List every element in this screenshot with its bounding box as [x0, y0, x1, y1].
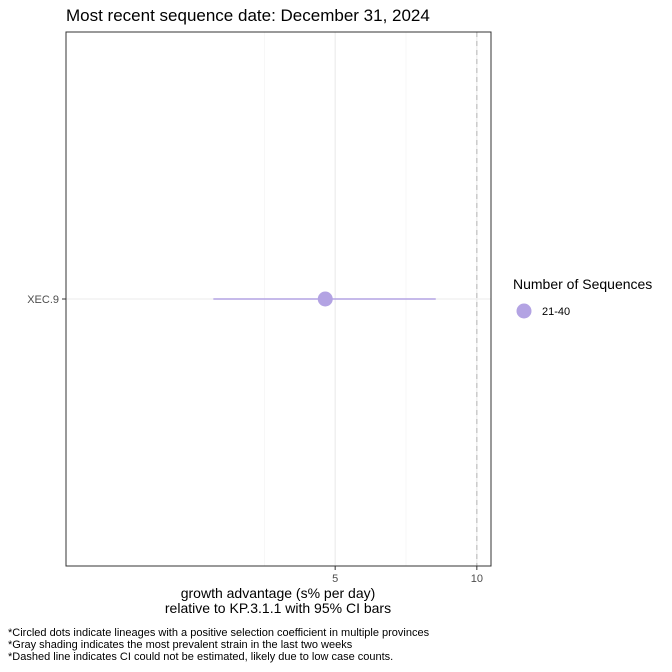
x-tick-label: 5: [332, 573, 338, 585]
point-estimate: [317, 291, 333, 307]
chart-title: Most recent sequence date: December 31, …: [66, 6, 430, 25]
data-marks: [213, 32, 478, 566]
legend-key: [516, 303, 532, 319]
footnote-1: *Circled dots indicate lineages with a p…: [8, 627, 430, 639]
axes: 5 10 XEC.9: [27, 294, 483, 585]
y-tick-label: XEC.9: [27, 294, 59, 306]
legend-title: Number of Sequences: [513, 276, 652, 292]
legend: 21-40: [516, 303, 570, 319]
x-axis-title-line2: relative to KP.3.1.1 with 95% CI bars: [165, 600, 391, 616]
legend-label: 21-40: [542, 306, 570, 318]
x-tick-label: 10: [471, 573, 483, 585]
footnote-3: *Dashed line indicates CI could not be e…: [8, 651, 393, 663]
footnote-2: *Gray shading indicates the most prevale…: [8, 639, 353, 651]
x-axis-title-line1: growth advantage (s% per day): [181, 585, 376, 601]
